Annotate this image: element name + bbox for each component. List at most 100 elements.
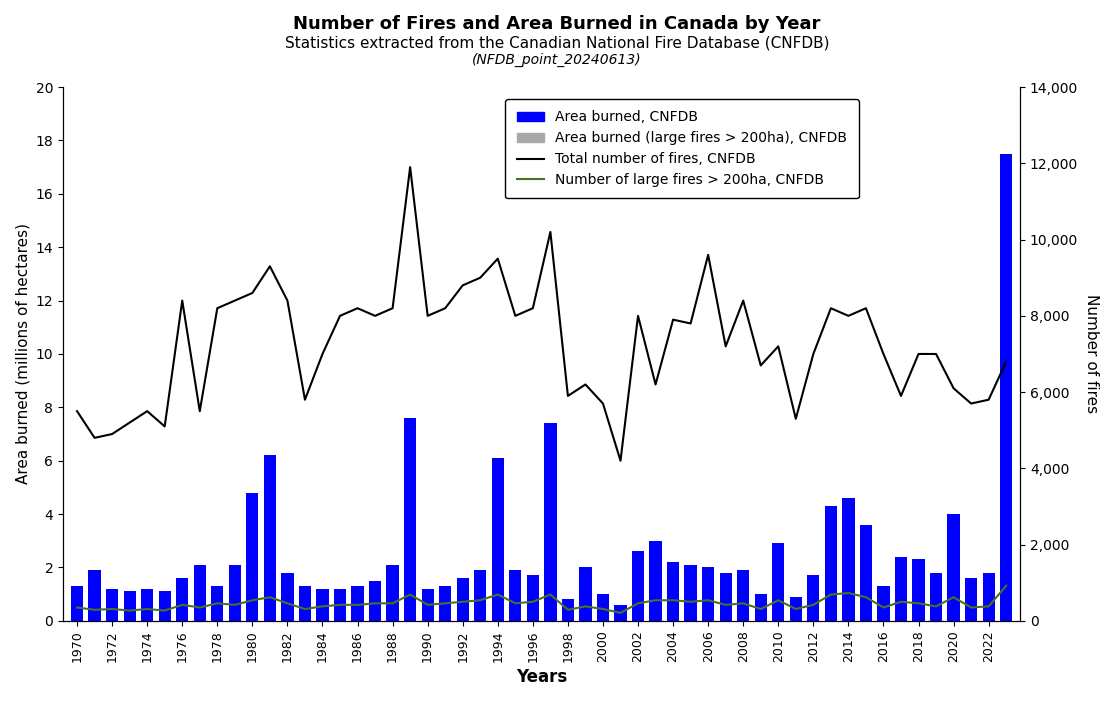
Bar: [842, 501, 854, 621]
Bar: [509, 570, 521, 621]
Bar: [983, 576, 995, 621]
Total number of fires, CNFDB: [736, 297, 750, 305]
Bar: [475, 570, 487, 621]
Bar: [106, 589, 118, 621]
Bar: [579, 568, 592, 621]
Bar: [387, 570, 399, 621]
Bar: [912, 559, 925, 621]
Number of large fires > 200ha, CNFDB: [70, 604, 84, 612]
Total number of fires, CNFDB: [666, 315, 680, 324]
Bar: [824, 509, 837, 621]
Bar: [299, 586, 311, 621]
Bar: [404, 423, 417, 621]
Bar: [878, 589, 890, 621]
Bar: [983, 573, 995, 621]
Bar: [281, 573, 294, 621]
Bar: [895, 559, 907, 621]
Bar: [667, 562, 680, 621]
Bar: [176, 578, 188, 621]
Bar: [316, 592, 329, 621]
Bar: [720, 573, 732, 621]
Bar: [614, 605, 627, 621]
Bar: [71, 592, 84, 621]
Total number of fires, CNFDB: [614, 456, 627, 465]
Bar: [491, 458, 504, 621]
Bar: [965, 578, 977, 621]
Bar: [597, 597, 609, 621]
Bar: [141, 589, 154, 621]
Bar: [141, 592, 154, 621]
Number of large fires > 200ha, CNFDB: [579, 602, 593, 611]
Bar: [228, 565, 241, 621]
Bar: [545, 429, 557, 621]
Bar: [632, 554, 644, 621]
Bar: [824, 506, 837, 621]
Bar: [860, 525, 872, 621]
Bar: [895, 557, 907, 621]
Bar: [527, 578, 539, 621]
Bar: [930, 576, 942, 621]
Bar: [754, 597, 766, 621]
Bar: [351, 589, 363, 621]
Bar: [212, 586, 224, 621]
Bar: [684, 565, 696, 621]
Text: (NFDB_point_20240613): (NFDB_point_20240613): [472, 53, 642, 67]
Bar: [369, 581, 381, 621]
Bar: [579, 570, 592, 621]
Number of large fires > 200ha, CNFDB: [614, 608, 627, 617]
Bar: [124, 592, 136, 621]
Line: Total number of fires, CNFDB: Total number of fires, CNFDB: [77, 167, 1006, 461]
Bar: [754, 594, 766, 621]
Bar: [632, 552, 644, 621]
Bar: [264, 456, 276, 621]
Bar: [176, 583, 188, 621]
Bar: [334, 589, 346, 621]
Line: Number of large fires > 200ha, CNFDB: Number of large fires > 200ha, CNFDB: [77, 586, 1006, 613]
Bar: [369, 583, 381, 621]
Bar: [421, 592, 433, 621]
Bar: [527, 576, 539, 621]
Bar: [124, 594, 136, 621]
Bar: [334, 592, 346, 621]
Bar: [649, 543, 662, 621]
Bar: [561, 599, 574, 621]
Bar: [545, 423, 557, 621]
Bar: [1000, 589, 1013, 621]
Bar: [702, 568, 714, 621]
Bar: [158, 594, 170, 621]
Text: Number of Fires and Area Burned in Canada by Year: Number of Fires and Area Burned in Canad…: [293, 15, 821, 34]
Bar: [457, 578, 469, 621]
Bar: [158, 592, 170, 621]
Text: Statistics extracted from the Canadian National Fire Database (CNFDB): Statistics extracted from the Canadian N…: [285, 35, 829, 50]
Total number of fires, CNFDB: [403, 163, 417, 171]
Bar: [404, 418, 417, 621]
Bar: [246, 493, 258, 621]
Bar: [667, 565, 680, 621]
Bar: [316, 589, 329, 621]
Bar: [88, 573, 100, 621]
Total number of fires, CNFDB: [596, 400, 609, 408]
Bar: [351, 586, 363, 621]
Bar: [737, 573, 750, 621]
Bar: [649, 540, 662, 621]
Number of large fires > 200ha, CNFDB: [421, 601, 434, 609]
Total number of fires, CNFDB: [228, 297, 242, 305]
Bar: [491, 463, 504, 621]
Bar: [912, 562, 925, 621]
Bar: [421, 589, 433, 621]
Y-axis label: Area burned (millions of hectares): Area burned (millions of hectares): [14, 224, 30, 484]
Number of large fires > 200ha, CNFDB: [999, 582, 1013, 590]
Bar: [88, 570, 100, 621]
Bar: [457, 581, 469, 621]
Bar: [387, 565, 399, 621]
Y-axis label: Number of fires: Number of fires: [1084, 294, 1100, 414]
Bar: [720, 576, 732, 621]
Bar: [684, 568, 696, 621]
Total number of fires, CNFDB: [70, 407, 84, 416]
Bar: [597, 594, 609, 621]
Bar: [561, 602, 574, 621]
Bar: [842, 498, 854, 621]
Bar: [860, 527, 872, 621]
Bar: [947, 514, 960, 621]
Bar: [299, 589, 311, 621]
